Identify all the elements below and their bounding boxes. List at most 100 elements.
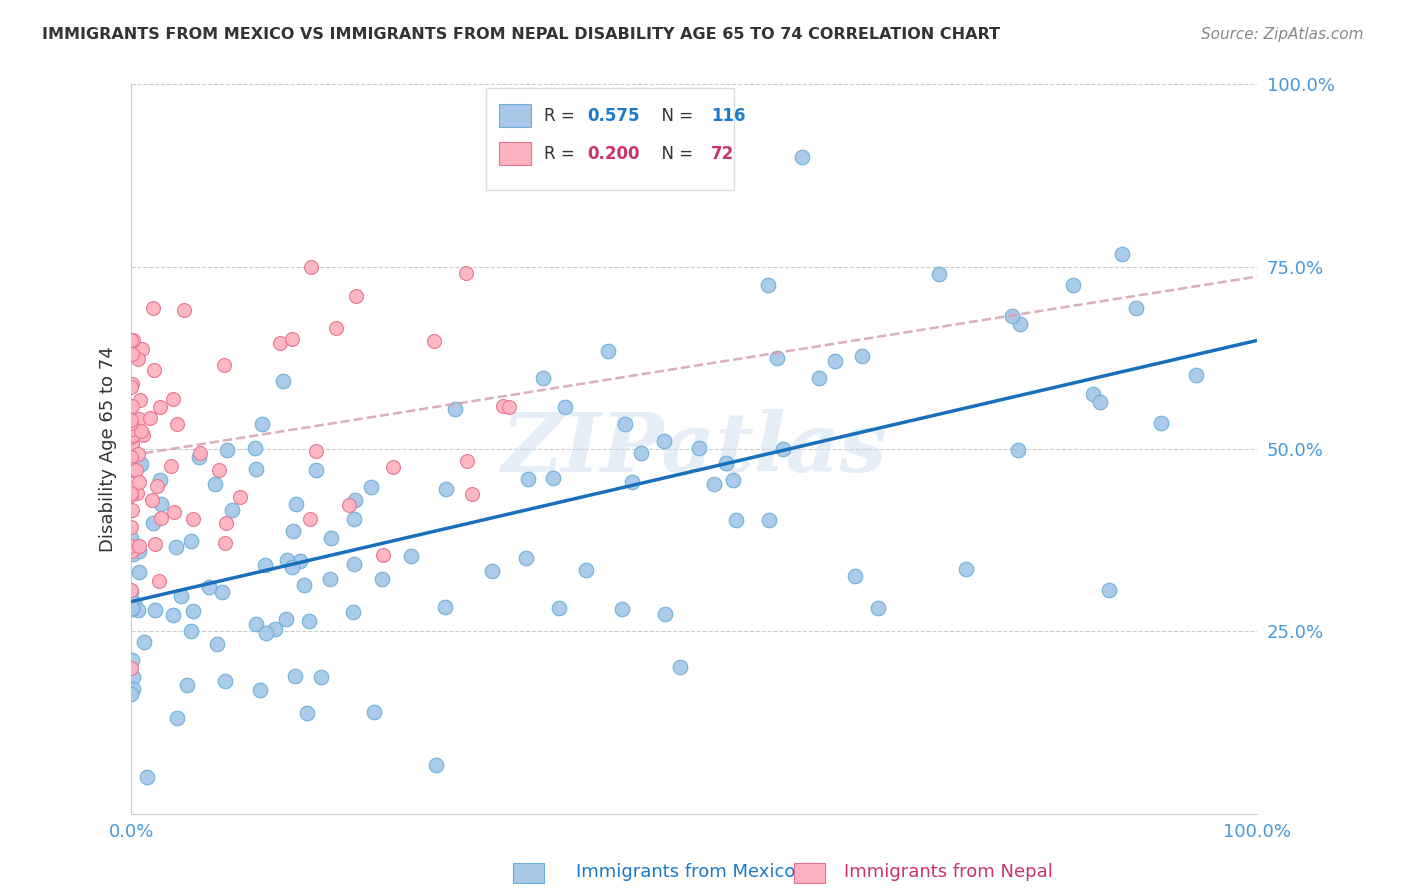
Point <box>120 585 142 599</box>
Point <box>515 551 537 566</box>
Point <box>541 471 564 485</box>
Point <box>121 400 143 414</box>
Point <box>492 400 515 414</box>
Point <box>1098 583 1121 598</box>
Point <box>481 564 503 578</box>
Point <box>121 437 143 451</box>
Point <box>305 463 328 477</box>
Point <box>325 321 347 335</box>
Point <box>183 604 205 618</box>
Point <box>245 617 267 632</box>
Point <box>165 541 187 555</box>
Point <box>321 531 343 545</box>
Point <box>498 400 520 414</box>
Point <box>139 411 162 425</box>
Point <box>120 380 142 394</box>
Point <box>120 333 142 347</box>
Point <box>654 607 676 621</box>
Point <box>229 490 252 504</box>
Point <box>276 553 298 567</box>
Point <box>716 456 738 470</box>
Point <box>120 582 142 597</box>
Point <box>269 336 291 351</box>
Point <box>271 374 294 388</box>
Point <box>253 558 276 572</box>
Point <box>120 488 142 502</box>
Point <box>422 334 444 349</box>
Point <box>297 614 319 628</box>
Point <box>176 678 198 692</box>
Point <box>120 661 142 675</box>
Point <box>121 682 143 697</box>
Point <box>250 417 273 432</box>
Point <box>120 413 142 427</box>
Point <box>128 539 150 553</box>
Point <box>344 492 367 507</box>
Point <box>281 559 304 574</box>
Point <box>120 687 142 701</box>
Point <box>121 503 143 517</box>
Text: 116: 116 <box>711 107 745 125</box>
Point <box>1125 301 1147 315</box>
Point <box>122 333 145 347</box>
Point <box>1090 394 1112 409</box>
Point <box>214 674 236 689</box>
Point <box>135 770 157 784</box>
Point <box>772 442 794 456</box>
Point <box>160 458 183 473</box>
Point <box>120 531 142 545</box>
Point <box>122 596 145 610</box>
Point <box>456 266 478 280</box>
Point <box>765 351 787 366</box>
Point <box>188 446 211 460</box>
Point <box>173 302 195 317</box>
Point <box>344 289 367 303</box>
Text: R =: R = <box>544 107 581 125</box>
Point <box>337 498 360 512</box>
Point <box>548 601 571 615</box>
Point <box>162 607 184 622</box>
Point <box>132 635 155 649</box>
Point <box>254 625 277 640</box>
Text: R =: R = <box>544 145 581 162</box>
Point <box>215 516 238 531</box>
Point <box>122 547 145 561</box>
Point <box>142 516 165 530</box>
Point <box>824 353 846 368</box>
Text: 72: 72 <box>711 145 734 162</box>
Text: Immigrants from Nepal: Immigrants from Nepal <box>844 863 1053 881</box>
Point <box>129 457 152 471</box>
Point <box>120 539 142 553</box>
Point <box>120 486 142 500</box>
Point <box>263 622 285 636</box>
Point <box>363 705 385 719</box>
Point <box>121 670 143 684</box>
Point <box>360 480 382 494</box>
Point <box>149 400 172 414</box>
Point <box>305 443 328 458</box>
Point <box>721 473 744 487</box>
Point <box>128 543 150 558</box>
Point <box>610 602 633 616</box>
Point <box>204 477 226 491</box>
Point <box>128 475 150 489</box>
Point <box>121 376 143 391</box>
Bar <box>486 88 734 190</box>
Point <box>284 497 307 511</box>
Point <box>187 450 209 464</box>
Point <box>371 548 394 562</box>
Point <box>343 512 366 526</box>
Point <box>808 371 831 385</box>
Text: Source: ZipAtlas.com: Source: ZipAtlas.com <box>1201 27 1364 42</box>
Point <box>1111 247 1133 261</box>
Point <box>1150 416 1173 430</box>
Point <box>131 342 153 356</box>
Point <box>245 462 267 476</box>
Point <box>120 463 142 477</box>
Point <box>215 442 238 457</box>
Point <box>148 574 170 588</box>
Point <box>127 351 149 366</box>
Point <box>214 536 236 550</box>
Point <box>703 476 725 491</box>
Point <box>928 267 950 281</box>
